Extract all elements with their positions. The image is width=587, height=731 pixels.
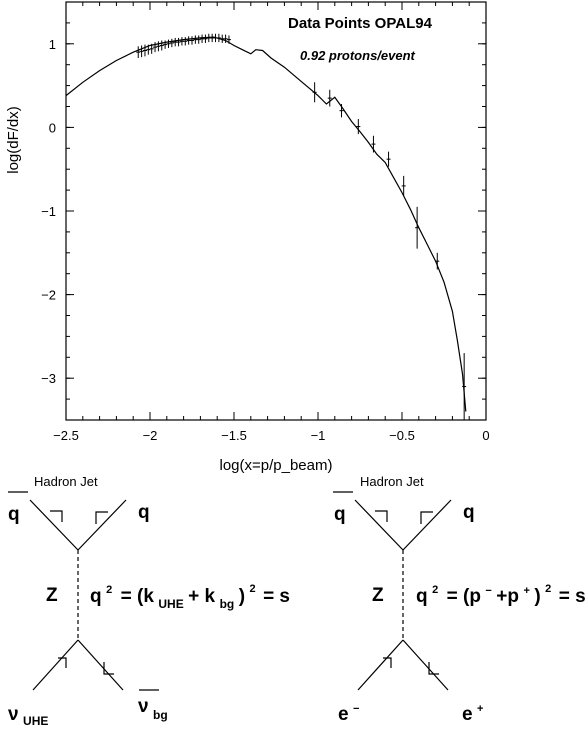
data-point <box>193 35 198 44</box>
z-boson-label: Z <box>46 585 58 606</box>
electron-label: e − <box>338 703 359 725</box>
diagram-lines <box>8 491 159 691</box>
quark-label: q <box>138 502 150 523</box>
data-point <box>210 33 215 43</box>
y-tick-label: 0 <box>49 120 56 135</box>
data-point <box>220 34 225 43</box>
data-point <box>401 175 406 196</box>
x-tick-label: −1.5 <box>221 428 247 443</box>
data-point <box>183 37 188 46</box>
diagram-lines <box>333 491 452 691</box>
chart-subtitle: 0.92 protons/event <box>300 48 416 63</box>
data-point <box>203 34 208 43</box>
anti-neutrino-bg-label: ν bg <box>138 696 168 722</box>
data-point <box>462 353 467 420</box>
data-point <box>176 37 181 47</box>
chart-title: Data Points OPAL94 <box>288 15 433 32</box>
data-point <box>149 43 154 54</box>
q-squared-equation: q 2 = (p − +p + ) 2 = s <box>416 579 586 607</box>
data-point <box>223 34 228 43</box>
feynman-diagram-electron-positron: Hadron Jet q q Z q 2 = (p − +p + ) 2 = s… <box>333 474 586 725</box>
feynman-diagram-neutrino: Hadron Jet q q Z q 2 = (k UHE + k bg ) 2… <box>8 474 290 728</box>
data-point <box>156 41 161 52</box>
x-tick-label: −1 <box>311 428 326 443</box>
x-tick-label: −0.5 <box>389 428 415 443</box>
hadron-jet-label: Hadron Jet <box>34 474 98 489</box>
data-point <box>136 46 141 59</box>
y-tick-label: −2 <box>41 288 56 303</box>
data-point <box>415 206 420 249</box>
data-point <box>139 45 144 58</box>
data-point <box>142 44 147 57</box>
q-squared-equation: q 2 = (k UHE + k bg ) 2 = s <box>90 579 290 612</box>
data-point <box>200 34 205 43</box>
data-point <box>159 40 164 51</box>
data-point <box>339 103 344 118</box>
x-tick-label: −2 <box>143 428 158 443</box>
data-point <box>166 39 171 48</box>
x-axis-label: log(x=p/p_beam) <box>220 457 333 474</box>
data-point <box>146 44 151 55</box>
data-point <box>327 89 332 107</box>
plot-frame <box>65 1 487 421</box>
data-point <box>196 35 201 44</box>
data-point <box>386 151 391 167</box>
data-points <box>136 33 467 420</box>
data-point <box>435 252 440 270</box>
model-curve <box>65 36 467 412</box>
positron-label: e + <box>462 703 483 725</box>
x-tick-label: 0 <box>482 428 489 443</box>
data-point <box>190 36 194 45</box>
data-point <box>356 119 361 135</box>
data-point <box>153 42 158 53</box>
anti-quark-label: q <box>334 504 346 525</box>
data-point <box>216 33 221 43</box>
neutrino-uhe-label: ν UHE <box>8 704 48 728</box>
y-tick-label: 1 <box>49 37 56 52</box>
quark-label: q <box>463 502 475 523</box>
y-tick-label: −3 <box>41 371 56 386</box>
data-point <box>169 38 174 48</box>
x-tick-labels: −2.5 −2 −1.5 −1 −0.5 0 <box>53 428 489 443</box>
data-point <box>163 40 168 49</box>
z-boson-label: Z <box>372 585 384 606</box>
data-point <box>226 35 231 44</box>
data-point <box>312 82 317 103</box>
y-tick-labels: 1 0 −1 −2 −3 <box>41 37 56 386</box>
data-point <box>179 37 184 46</box>
anti-quark-label: q <box>8 504 20 525</box>
y-tick-label: −1 <box>41 204 56 219</box>
hadron-jet-label: Hadron Jet <box>360 474 424 489</box>
x-tick-label: −2.5 <box>53 428 79 443</box>
data-point <box>371 135 376 153</box>
data-point <box>173 37 178 47</box>
y-axis-label: log(dF/dx) <box>5 106 22 174</box>
axis-ticks <box>65 1 487 421</box>
data-point <box>186 36 191 45</box>
data-point <box>213 33 218 43</box>
data-point <box>206 33 211 43</box>
